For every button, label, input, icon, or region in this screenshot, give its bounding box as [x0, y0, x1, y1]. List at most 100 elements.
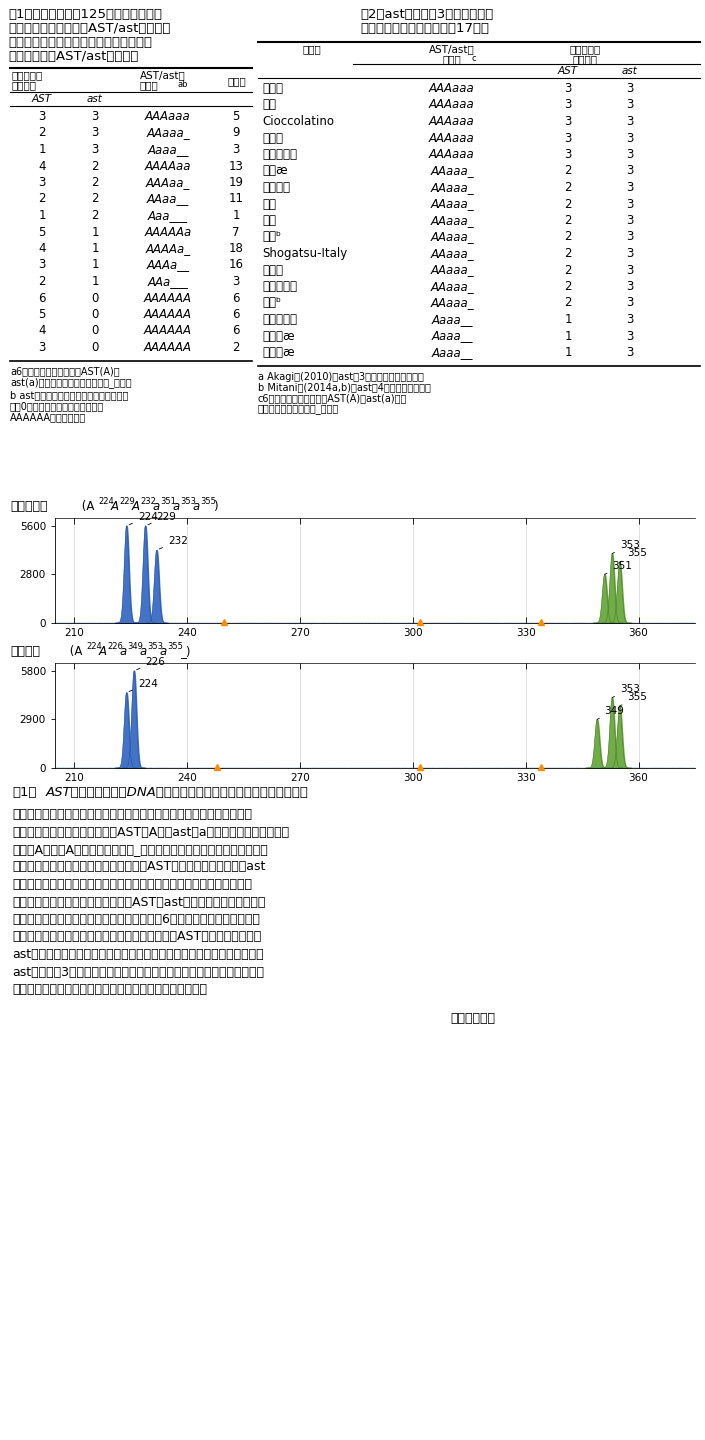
Text: AAaaa_: AAaaa_: [146, 127, 190, 140]
Text: 3: 3: [564, 115, 572, 128]
Text: 355: 355: [620, 549, 647, 562]
Text: 3: 3: [233, 143, 240, 156]
Text: 検出された: 検出された: [12, 71, 43, 81]
Text: AAAaaa: AAAaaa: [145, 109, 191, 122]
Text: 数が0の非完全甘ガキは遺伝子型を: 数が0の非完全甘ガキは遺伝子型を: [10, 402, 104, 412]
Text: 2: 2: [564, 215, 572, 228]
Text: 351: 351: [160, 497, 176, 505]
Text: _): _): [180, 645, 190, 658]
Text: AAaaa_: AAaaa_: [430, 264, 474, 276]
Text: 2: 2: [38, 275, 46, 288]
Text: ast遺伝子を3コピー以上持つと推定できるが、どのサイズのピークと対: ast遺伝子を3コピー以上持つと推定できるが、どのサイズのピークと対: [12, 965, 264, 979]
Text: 1: 1: [91, 226, 99, 239]
Text: 3: 3: [92, 127, 99, 140]
Text: 3: 3: [38, 259, 46, 272]
Text: 229: 229: [119, 497, 135, 505]
Text: 6: 6: [232, 324, 240, 337]
Text: 0: 0: [92, 308, 99, 321]
Text: (A: (A: [66, 645, 82, 658]
Text: AAaa__: AAaa__: [147, 193, 189, 206]
Text: (A: (A: [78, 500, 94, 513]
Text: 1: 1: [91, 275, 99, 288]
Text: AST/ast遺: AST/ast遺: [429, 45, 475, 53]
Text: 226: 226: [137, 657, 165, 670]
Text: AST: AST: [32, 94, 52, 104]
Text: AAAaaa: AAAaaa: [429, 115, 475, 128]
Text: 224: 224: [98, 497, 114, 505]
Text: 3: 3: [626, 131, 634, 144]
Text: 4: 4: [38, 324, 46, 337]
Text: 3: 3: [564, 82, 572, 95]
Text: 1: 1: [564, 330, 572, 343]
Text: 2: 2: [91, 209, 99, 222]
Text: a: a: [173, 500, 180, 513]
Text: ast遺伝子３コピー）。一方、「吉田御所」は検出されたピーク数から、: ast遺伝子３コピー）。一方、「吉田御所」は検出されたピーク数から、: [12, 948, 264, 960]
Text: 2: 2: [564, 264, 572, 276]
Text: 3: 3: [626, 215, 634, 228]
Text: 3: 3: [564, 131, 572, 144]
Text: AAa___: AAa___: [147, 275, 188, 288]
Text: AAaaa_: AAaaa_: [430, 279, 474, 292]
Text: 353: 353: [147, 642, 163, 651]
Text: 353: 353: [180, 497, 196, 505]
Text: ピーク数: ピーク数: [572, 53, 598, 63]
Text: （尾上典之）: （尾上典之）: [450, 1012, 495, 1025]
Text: 349: 349: [127, 642, 143, 651]
Text: 非完全甘ガキ品種である「岡山晩御所」と「吉田御所」の解析結果を示: 非完全甘ガキ品種である「岡山晩御所」と「吉田御所」の解析結果を示: [12, 808, 252, 821]
Text: 5: 5: [233, 109, 240, 122]
Text: a: a: [193, 500, 200, 513]
Text: 11: 11: [228, 193, 243, 206]
Text: AAAaaa: AAAaaa: [429, 131, 475, 144]
Text: AAAaaa: AAAaaa: [429, 148, 475, 161]
Text: AAAAAA: AAAAAA: [144, 308, 192, 321]
Text: 2: 2: [91, 160, 99, 173]
Text: 天竜坊æ: 天竜坊æ: [262, 330, 295, 343]
Text: 4: 4: [38, 160, 46, 173]
Text: ら推定されるAST/ast遺伝子型: ら推定されるAST/ast遺伝子型: [8, 50, 138, 63]
Text: Cioccolatino: Cioccolatino: [262, 115, 334, 128]
Text: 吉野: 吉野: [262, 215, 276, 228]
Text: AAAaa_: AAAaa_: [146, 176, 190, 189]
Text: a: a: [140, 645, 147, 658]
Text: 5: 5: [38, 226, 46, 239]
Text: a: a: [153, 500, 160, 513]
Text: 1: 1: [38, 143, 46, 156]
Text: 遺伝子に連鎖した増幅断片と対応しており、数字は各増幅断片のサイズ: 遺伝子に連鎖した増幅断片と対応しており、数字は各増幅断片のサイズ: [12, 878, 252, 891]
Text: 太天ᵇ: 太天ᵇ: [262, 230, 281, 243]
Text: 18: 18: [228, 242, 243, 255]
Text: 3: 3: [626, 82, 634, 95]
Text: 国富æ: 国富æ: [262, 164, 288, 177]
Text: 349: 349: [597, 706, 625, 720]
Text: Aaaa__: Aaaa__: [431, 346, 473, 359]
Text: 232: 232: [159, 536, 188, 549]
Text: 岡山晩御所: 岡山晩御所: [262, 148, 297, 161]
Text: AAAAAA: AAAAAA: [144, 324, 192, 337]
Text: a Akagiら(2010)でastを3コピー以上持つと推定: a Akagiら(2010)でastを3コピー以上持つと推定: [258, 372, 424, 382]
Text: 355: 355: [200, 497, 216, 505]
Text: AAaaa_: AAaaa_: [430, 248, 474, 261]
Text: 355: 355: [620, 693, 647, 706]
Text: 353: 353: [612, 684, 639, 697]
Text: 検出された: 検出された: [570, 45, 601, 53]
Text: 1: 1: [91, 242, 99, 255]
Text: 品種名: 品種名: [302, 45, 321, 53]
Text: Aaaa__: Aaaa__: [431, 312, 473, 325]
Text: ダイシロウ: ダイシロウ: [262, 279, 297, 292]
Text: Shogatsu-Italy: Shogatsu-Italy: [262, 248, 348, 261]
Text: A: A: [132, 500, 140, 513]
Text: AAAaaa: AAAaaa: [429, 82, 475, 95]
Text: 鎖する増幅断片長を示す。青いピークがAST遺伝子、緑のピークがast: 鎖する増幅断片長を示す。青いピークがAST遺伝子、緑のピークがast: [12, 861, 265, 874]
Text: ピーク数: ピーク数: [12, 81, 37, 89]
Text: AAaaa_: AAaaa_: [430, 215, 474, 228]
Text: 1: 1: [564, 312, 572, 325]
Text: 5: 5: [38, 308, 46, 321]
Text: 3: 3: [626, 230, 634, 243]
Text: 229: 229: [148, 511, 176, 524]
Text: 0: 0: [92, 341, 99, 354]
Text: 2: 2: [564, 181, 572, 194]
Text: 9: 9: [232, 127, 240, 140]
Text: ast(a)遺伝子かが未確定の個所は_で示す: ast(a)遺伝子かが未確定の個所は_で示す: [10, 377, 132, 389]
Text: 多型解析で検出されたAST/ast遺伝子と: 多型解析で検出されたAST/ast遺伝子と: [8, 22, 171, 35]
Text: 16: 16: [228, 259, 243, 272]
Text: AAaaa_: AAaaa_: [430, 230, 474, 243]
